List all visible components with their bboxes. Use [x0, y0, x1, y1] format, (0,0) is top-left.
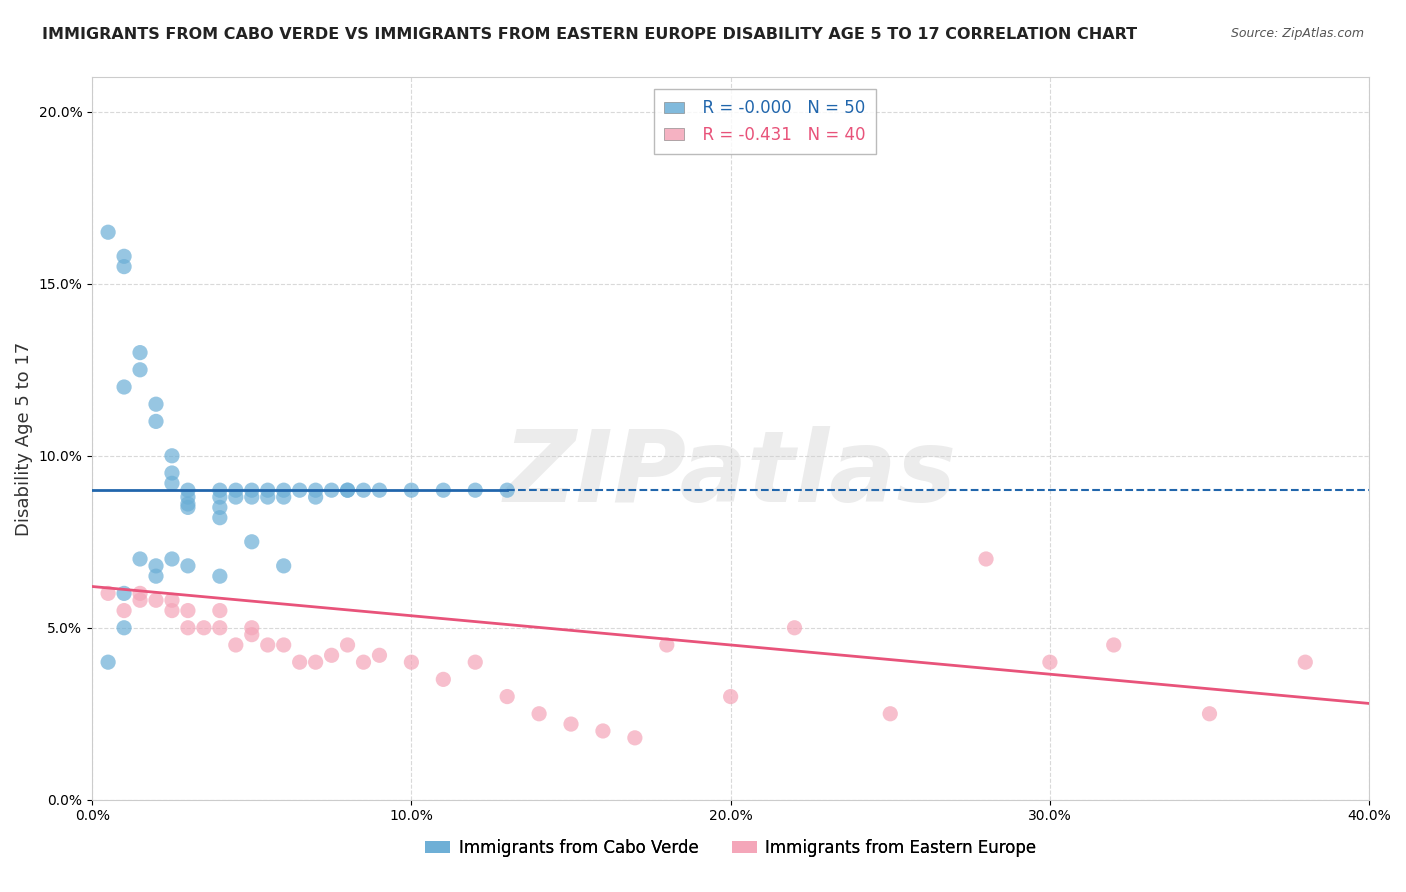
Point: [177, 558, 200, 573]
Text: ZIPatlas: ZIPatlas: [505, 426, 957, 524]
Point: [496, 690, 519, 704]
Point: [304, 483, 326, 498]
Point: [160, 476, 183, 491]
Point: [304, 490, 326, 504]
Point: [240, 534, 263, 549]
Point: [321, 483, 343, 498]
Point: [112, 586, 135, 600]
Point: [464, 483, 486, 498]
Point: [160, 604, 183, 618]
Point: [97, 655, 120, 669]
Point: [112, 621, 135, 635]
Point: [177, 490, 200, 504]
Point: [321, 648, 343, 663]
Point: [160, 552, 183, 566]
Point: [240, 627, 263, 641]
Point: [177, 497, 200, 511]
Point: [304, 655, 326, 669]
Y-axis label: Disability Age 5 to 17: Disability Age 5 to 17: [15, 342, 32, 536]
Point: [160, 466, 183, 480]
Text: IMMIGRANTS FROM CABO VERDE VS IMMIGRANTS FROM EASTERN EUROPE DISABILITY AGE 5 TO: IMMIGRANTS FROM CABO VERDE VS IMMIGRANTS…: [42, 27, 1137, 42]
Point: [145, 414, 167, 428]
Point: [720, 690, 742, 704]
Point: [273, 638, 295, 652]
Point: [401, 483, 423, 498]
Point: [208, 569, 231, 583]
Point: [145, 569, 167, 583]
Point: [368, 648, 391, 663]
Point: [336, 483, 359, 498]
Point: [129, 552, 152, 566]
Point: [112, 249, 135, 263]
Point: [288, 655, 311, 669]
Point: [240, 490, 263, 504]
Point: [527, 706, 550, 721]
Point: [273, 483, 295, 498]
Point: [225, 638, 247, 652]
Point: [177, 604, 200, 618]
Point: [160, 593, 183, 607]
Point: [193, 621, 215, 635]
Point: [879, 706, 901, 721]
Point: [177, 621, 200, 635]
Point: [160, 449, 183, 463]
Point: [336, 638, 359, 652]
Point: [145, 397, 167, 411]
Point: [145, 593, 167, 607]
Point: [336, 483, 359, 498]
Point: [129, 345, 152, 359]
Point: [145, 558, 167, 573]
Point: [256, 483, 278, 498]
Point: [97, 586, 120, 600]
Point: [129, 363, 152, 377]
Point: [974, 552, 997, 566]
Text: Source: ZipAtlas.com: Source: ZipAtlas.com: [1230, 27, 1364, 40]
Point: [208, 500, 231, 515]
Point: [208, 621, 231, 635]
Point: [432, 673, 454, 687]
Point: [273, 558, 295, 573]
Point: [112, 604, 135, 618]
Point: [177, 500, 200, 515]
Point: [240, 483, 263, 498]
Point: [208, 483, 231, 498]
Point: [208, 490, 231, 504]
Point: [273, 490, 295, 504]
Point: [256, 490, 278, 504]
Point: [112, 260, 135, 274]
Point: [368, 483, 391, 498]
Point: [624, 731, 647, 745]
Point: [655, 638, 678, 652]
Point: [129, 593, 152, 607]
Point: [1039, 655, 1062, 669]
Point: [464, 655, 486, 669]
Point: [225, 483, 247, 498]
Point: [112, 380, 135, 394]
Point: [288, 483, 311, 498]
Point: [432, 483, 454, 498]
Point: [1198, 706, 1220, 721]
Point: [177, 483, 200, 498]
Point: [97, 225, 120, 239]
Legend: Immigrants from Cabo Verde, Immigrants from Eastern Europe: Immigrants from Cabo Verde, Immigrants f…: [419, 832, 1043, 863]
Point: [560, 717, 582, 731]
Point: [496, 483, 519, 498]
Point: [208, 604, 231, 618]
Point: [1102, 638, 1125, 652]
Point: [592, 723, 614, 738]
Point: [240, 621, 263, 635]
Point: [353, 655, 375, 669]
Point: [401, 655, 423, 669]
Point: [783, 621, 806, 635]
Point: [353, 483, 375, 498]
Point: [256, 638, 278, 652]
Point: [129, 586, 152, 600]
Point: [208, 510, 231, 524]
Point: [1294, 655, 1316, 669]
Point: [225, 490, 247, 504]
